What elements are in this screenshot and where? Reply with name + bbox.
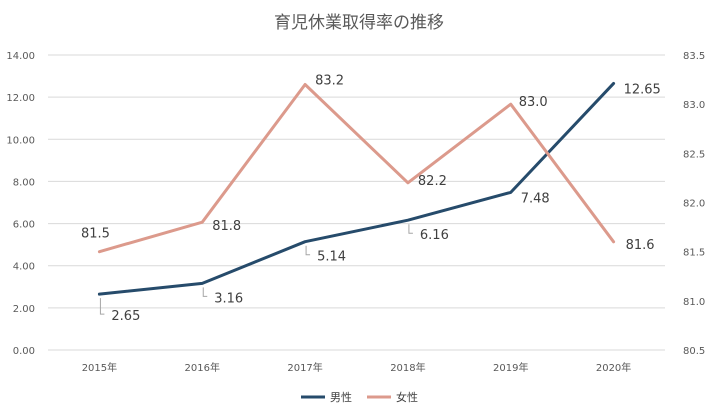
- right-axis-ticks: 80.5 81.0 81.5 82.0 82.5 83.0 83.5: [683, 51, 705, 357]
- right-tick-label: 83.0: [683, 100, 705, 111]
- leader-line: [408, 224, 413, 234]
- left-tick-label: 12.00: [6, 93, 35, 104]
- right-tick-label: 82.0: [683, 199, 705, 210]
- data-label-male: 7.48: [521, 191, 550, 206]
- left-tick-label: 2.00: [13, 304, 35, 315]
- data-label-female: 81.6: [626, 238, 655, 253]
- data-label-female: 83.2: [315, 74, 344, 89]
- right-tick-label: 81.5: [683, 248, 705, 259]
- x-tick-label: 2015年: [82, 361, 117, 374]
- legend-label-female: 女性: [396, 390, 418, 404]
- x-tick-label: 2018年: [390, 361, 425, 374]
- chart-title: 育児休業取得率の推移: [274, 13, 444, 33]
- x-tick-label: 2017年: [287, 361, 322, 374]
- leader-line: [202, 287, 208, 297]
- data-label-male: 6.16: [420, 228, 449, 243]
- x-tick-label: 2020年: [596, 361, 631, 374]
- leader-line: [305, 245, 311, 256]
- data-label-male: 12.65: [624, 82, 661, 97]
- left-tick-label: 4.00: [13, 262, 35, 273]
- series-line-female: [97, 83, 616, 254]
- right-tick-label: 80.5: [683, 346, 705, 357]
- data-label-female: 83.0: [519, 95, 548, 110]
- left-tick-label: 14.00: [6, 51, 35, 62]
- data-label-male: 3.16: [214, 291, 243, 306]
- gridlines: [48, 54, 665, 351]
- left-tick-label: 8.00: [13, 177, 35, 188]
- x-tick-label: 2019年: [493, 361, 528, 374]
- x-tick-label: 2016年: [185, 361, 220, 374]
- data-label-male: 5.14: [317, 250, 346, 265]
- left-tick-label: 0.00: [13, 346, 35, 357]
- left-tick-label: 6.00: [13, 220, 35, 231]
- legend-label-male: 男性: [330, 390, 352, 404]
- series-line-male: [97, 81, 616, 296]
- data-label-female: 81.5: [81, 227, 110, 242]
- data-label-male: 2.65: [111, 309, 140, 324]
- data-label-female: 82.2: [418, 174, 447, 189]
- left-axis-ticks: 0.00 2.00 4.00 6.00 8.00 10.00 12.00 14.00: [6, 51, 35, 357]
- data-label-female: 81.8: [212, 219, 241, 234]
- right-tick-label: 82.5: [683, 149, 705, 160]
- right-tick-label: 83.5: [683, 51, 705, 62]
- series-layer: [97, 81, 616, 296]
- right-tick-label: 81.0: [683, 297, 705, 308]
- x-axis-ticks: 2015年 2016年 2017年 2018年 2019年 2020年: [82, 361, 632, 374]
- leader-line: [99, 298, 105, 315]
- left-tick-label: 10.00: [6, 135, 35, 146]
- data-labels: 2.65 3.16 5.14 6.16 7.48 12.65 81.5 81.8 83.2 82.…: [81, 74, 661, 325]
- legend: 男性 女性: [301, 390, 418, 404]
